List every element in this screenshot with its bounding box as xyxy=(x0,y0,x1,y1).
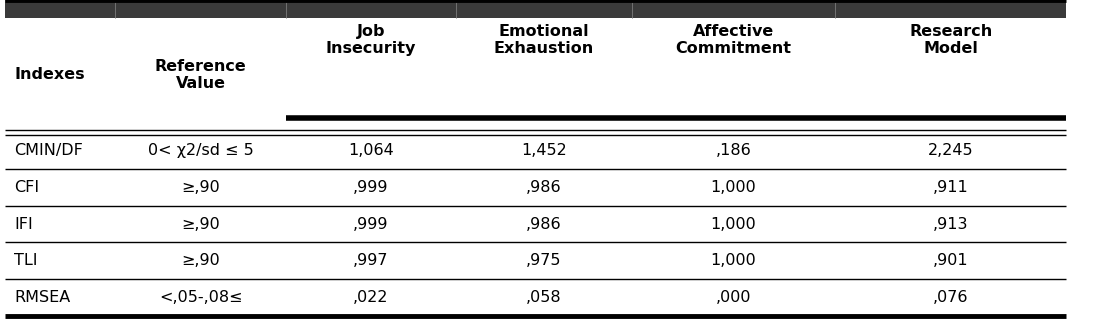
Text: ,911: ,911 xyxy=(933,180,968,195)
Text: ≥,90: ≥,90 xyxy=(181,217,220,232)
Text: CFI: CFI xyxy=(14,180,40,195)
Text: ,999: ,999 xyxy=(353,217,389,232)
Text: Affective
Commitment: Affective Commitment xyxy=(676,24,791,56)
Text: ≥,90: ≥,90 xyxy=(181,253,220,268)
Text: <,05-,08≤: <,05-,08≤ xyxy=(159,290,242,305)
Text: ,975: ,975 xyxy=(526,253,562,268)
Text: ≥,90: ≥,90 xyxy=(181,180,220,195)
Text: ,076: ,076 xyxy=(933,290,968,305)
Text: Reference
Value: Reference Value xyxy=(155,59,246,91)
Text: Indexes: Indexes xyxy=(14,67,85,83)
Text: 0< χ2/sd ≤ 5: 0< χ2/sd ≤ 5 xyxy=(147,143,254,158)
Text: ,986: ,986 xyxy=(526,217,562,232)
Text: 2,245: 2,245 xyxy=(928,143,974,158)
Text: ,997: ,997 xyxy=(353,253,389,268)
Text: IFI: IFI xyxy=(14,217,33,232)
Text: ,186: ,186 xyxy=(715,143,752,158)
Text: Job
Insecurity: Job Insecurity xyxy=(325,24,417,56)
Text: ,999: ,999 xyxy=(353,180,389,195)
Text: ,000: ,000 xyxy=(715,290,752,305)
Text: CMIN/DF: CMIN/DF xyxy=(14,143,84,158)
Text: Research
Model: Research Model xyxy=(909,24,992,56)
Text: ,913: ,913 xyxy=(933,217,968,232)
Text: 1,452: 1,452 xyxy=(521,143,567,158)
Text: TLI: TLI xyxy=(14,253,37,268)
Text: Emotional
Exhaustion: Emotional Exhaustion xyxy=(493,24,595,56)
Text: ,022: ,022 xyxy=(353,290,389,305)
Text: 1,064: 1,064 xyxy=(348,143,393,158)
Bar xyxy=(5,0,1066,18)
Text: 1,000: 1,000 xyxy=(711,217,756,232)
Text: ,986: ,986 xyxy=(526,180,562,195)
Text: 1,000: 1,000 xyxy=(711,180,756,195)
Text: RMSEA: RMSEA xyxy=(14,290,70,305)
Text: ,901: ,901 xyxy=(933,253,968,268)
Text: ,058: ,058 xyxy=(526,290,562,305)
Text: 1,000: 1,000 xyxy=(711,253,756,268)
